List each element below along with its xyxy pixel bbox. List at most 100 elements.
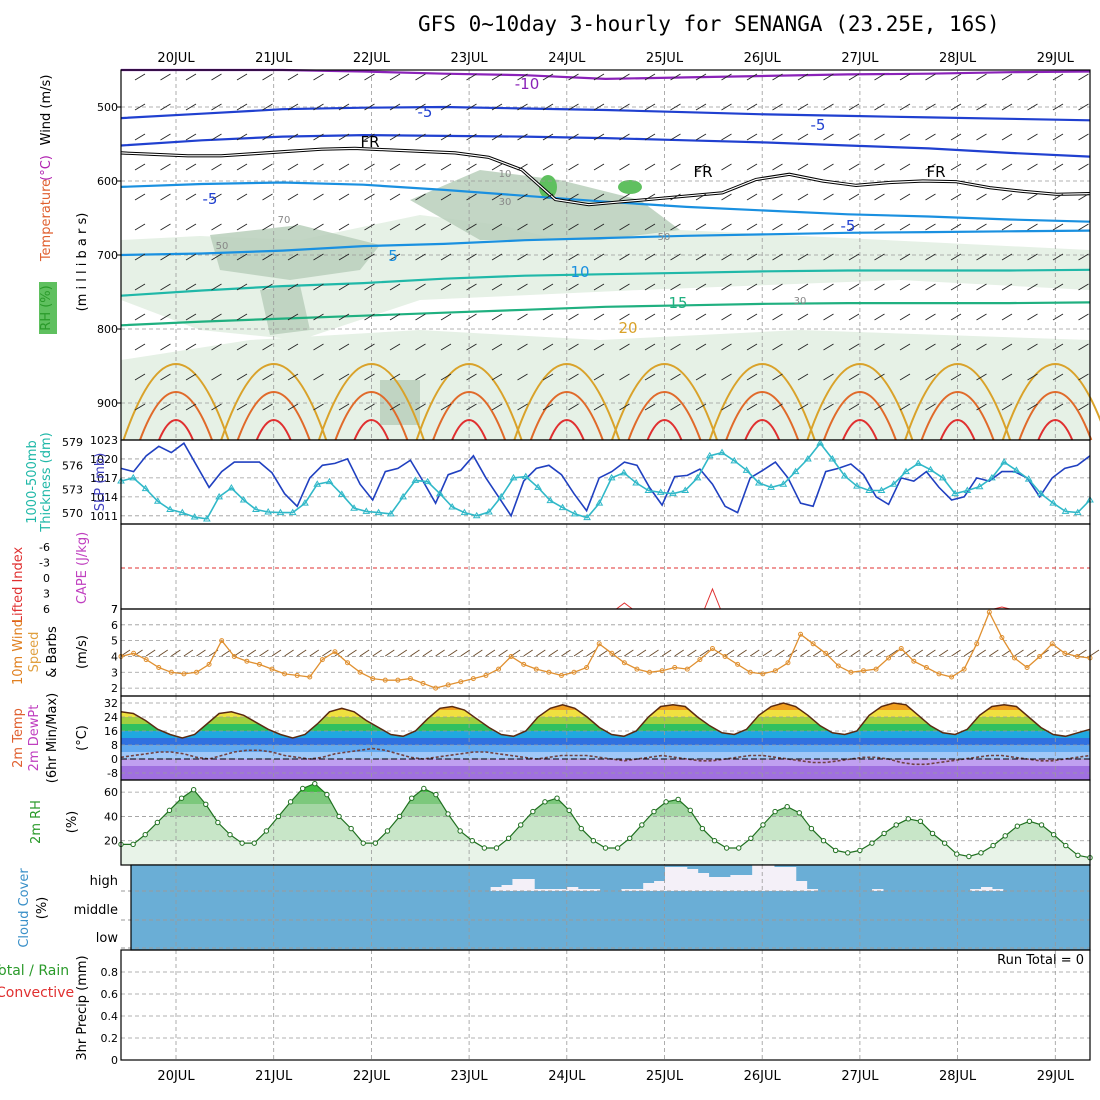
data-marker bbox=[445, 811, 451, 817]
wind-barb bbox=[246, 649, 257, 657]
isotherm-warm bbox=[1018, 391, 1093, 441]
wind-barb bbox=[211, 403, 222, 411]
data-marker bbox=[178, 795, 185, 801]
data-marker bbox=[1062, 650, 1068, 656]
wind-barb bbox=[950, 103, 962, 111]
wind-barb bbox=[236, 373, 248, 381]
data-marker bbox=[730, 456, 739, 464]
tick-label: 0.2 bbox=[101, 1032, 119, 1045]
wind-barb bbox=[517, 403, 528, 411]
wind-barb bbox=[797, 133, 809, 141]
wind-barb bbox=[593, 373, 605, 381]
x-tick-label: 28JUL bbox=[939, 51, 977, 66]
data-marker bbox=[269, 666, 275, 672]
tick-label: 0 bbox=[111, 753, 118, 766]
x-tick-label: 22JUL bbox=[353, 51, 391, 66]
high-cloud-bar bbox=[534, 889, 546, 891]
data-marker bbox=[542, 799, 548, 805]
wind-barb bbox=[542, 73, 554, 81]
wind-barb bbox=[262, 73, 273, 81]
wind-barb bbox=[415, 373, 426, 381]
data-marker bbox=[1049, 499, 1058, 506]
wind-barb bbox=[271, 649, 282, 657]
data-marker bbox=[840, 472, 849, 479]
cloud-background bbox=[131, 865, 1090, 950]
wind-barb bbox=[415, 193, 426, 201]
isotherm-warm bbox=[627, 391, 702, 441]
slp-line bbox=[120, 441, 1091, 520]
wind-barb bbox=[1027, 343, 1038, 351]
wind-barb bbox=[236, 403, 248, 411]
wind-barb bbox=[695, 283, 707, 291]
isotherm-warm bbox=[904, 363, 1012, 441]
wind-barb bbox=[823, 223, 834, 231]
x-tick-label: 20JUL bbox=[157, 51, 195, 66]
x-tick-label: 21JUL bbox=[255, 1069, 293, 1084]
wind-barb bbox=[661, 649, 672, 657]
data-marker bbox=[178, 508, 187, 516]
wind-barb bbox=[568, 253, 579, 261]
cape-spike bbox=[704, 587, 721, 610]
data-marker bbox=[1049, 641, 1055, 647]
wind-barb bbox=[160, 103, 171, 111]
data-marker bbox=[877, 486, 886, 494]
wind-barb bbox=[746, 373, 758, 381]
wind-barb bbox=[1001, 103, 1013, 111]
data-marker bbox=[596, 641, 602, 647]
wind-barb bbox=[313, 313, 324, 321]
data-marker bbox=[215, 492, 224, 500]
high-cloud-bar bbox=[795, 881, 808, 891]
data-marker bbox=[395, 677, 401, 683]
wind-barb bbox=[850, 649, 861, 657]
wind-barb bbox=[848, 103, 860, 111]
axis-label: Speed bbox=[27, 632, 42, 673]
wind-barb bbox=[347, 649, 357, 657]
data-marker bbox=[865, 486, 874, 494]
wind-barb bbox=[1001, 313, 1013, 321]
data-marker bbox=[534, 483, 542, 490]
wind-barb bbox=[899, 223, 911, 231]
tick-label: -6 bbox=[39, 541, 50, 554]
tick-label: 1020 bbox=[90, 453, 118, 466]
data-marker bbox=[748, 835, 754, 841]
run-total-label: Run Total = 0 bbox=[997, 953, 1084, 968]
wind-barb bbox=[976, 163, 987, 171]
data-marker bbox=[166, 505, 174, 512]
wind-barb bbox=[287, 313, 299, 321]
tick-label: 1011 bbox=[90, 510, 118, 523]
tick-label: 700 bbox=[97, 249, 118, 262]
wind-barb bbox=[542, 313, 554, 321]
wind-barb bbox=[185, 73, 197, 81]
data-marker bbox=[644, 486, 653, 494]
data-marker bbox=[634, 666, 640, 672]
wind-barb bbox=[1001, 223, 1013, 231]
contour-label: 70 bbox=[278, 215, 291, 226]
rh-shading-dark bbox=[210, 225, 380, 280]
wind-barb bbox=[236, 73, 248, 81]
wind-barb bbox=[236, 133, 248, 141]
tick-label: -3 bbox=[39, 557, 50, 570]
tick-label: 7 bbox=[111, 603, 118, 616]
data-marker bbox=[130, 841, 136, 848]
data-marker bbox=[307, 674, 313, 680]
wind-barb bbox=[385, 649, 395, 657]
wind-barb bbox=[415, 73, 426, 81]
wind-barb bbox=[644, 253, 656, 261]
data-marker bbox=[684, 666, 690, 672]
wind-barb bbox=[517, 193, 528, 201]
wind-barb bbox=[517, 343, 528, 351]
data-marker bbox=[288, 508, 297, 516]
wind-barb bbox=[874, 283, 885, 291]
data-marker bbox=[1002, 833, 1008, 839]
wind-barb bbox=[619, 403, 630, 411]
contour-label: -5 bbox=[841, 217, 856, 235]
data-marker bbox=[423, 477, 432, 485]
wind-barb bbox=[1078, 193, 1089, 201]
wind-barb bbox=[823, 163, 834, 171]
wind-barb bbox=[950, 373, 962, 381]
data-marker bbox=[206, 661, 212, 667]
data-marker bbox=[301, 499, 309, 506]
data-marker bbox=[570, 509, 579, 517]
wind-barb bbox=[1027, 133, 1038, 141]
data-marker bbox=[898, 646, 904, 652]
